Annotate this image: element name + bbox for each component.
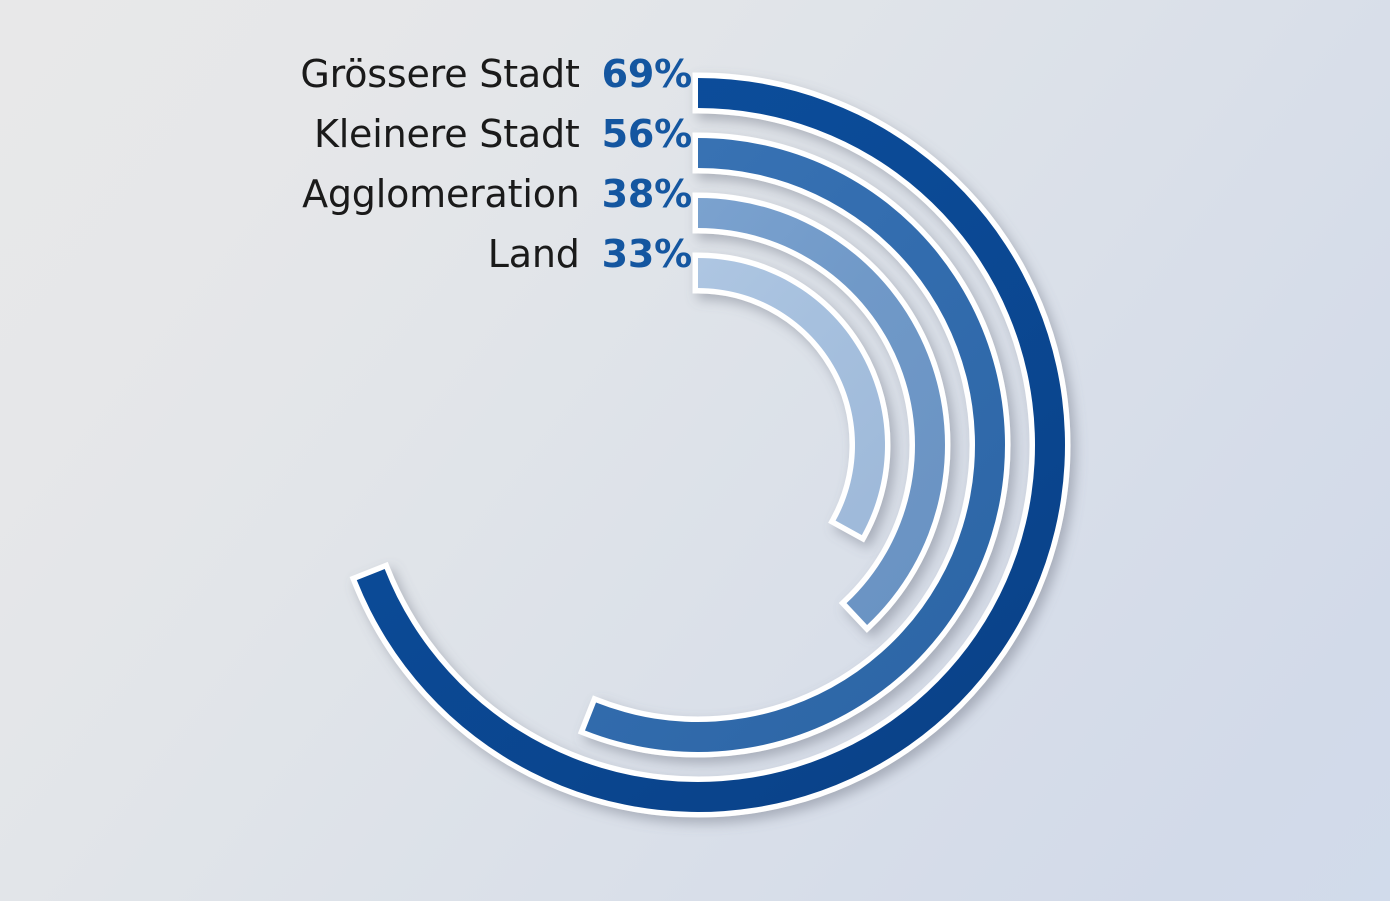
legend-row-groessere-stadt: Grössere Stadt 69%	[300, 52, 692, 96]
legend-label-groessere-stadt: Grössere Stadt	[300, 52, 580, 96]
legend-label-agglomeration: Agglomeration	[302, 172, 580, 216]
legend-value-groessere-stadt: 69%	[601, 52, 693, 96]
legend-value-kleinere-stadt: 56%	[601, 112, 693, 156]
legend-row-kleinere-stadt: Kleinere Stadt 56%	[314, 112, 692, 156]
arc-band-4	[698, 258, 885, 536]
legend-row-land: Land 33%	[488, 232, 692, 276]
legend-value-agglomeration: 38%	[601, 172, 693, 216]
legend-value-land: 33%	[601, 232, 693, 276]
arc-group	[349, 72, 1071, 818]
legend-label-kleinere-stadt: Kleinere Stadt	[313, 112, 580, 156]
legend-label-land: Land	[487, 232, 580, 276]
legend: Grössere Stadt 69% Kleinere Stadt 56% Ag…	[0, 0, 692, 901]
arc-band-3	[698, 198, 945, 626]
legend-row-agglomeration: Agglomeration 38%	[302, 172, 692, 216]
